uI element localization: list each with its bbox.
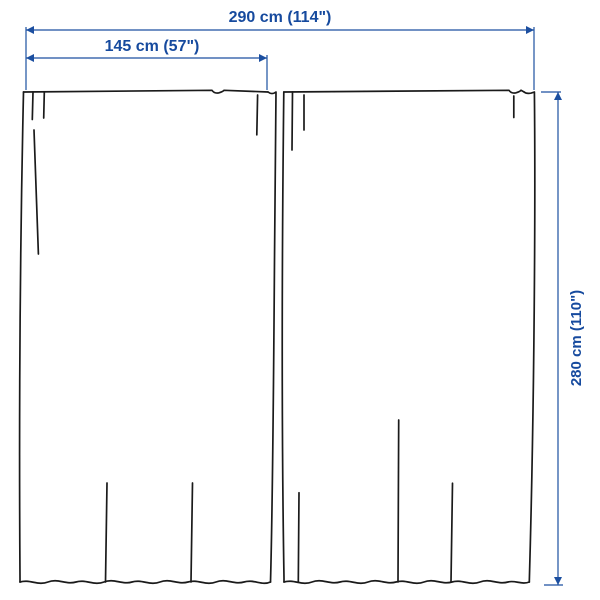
svg-text:145 cm (57"): 145 cm (57") — [105, 38, 200, 55]
svg-text:280 cm (110"): 280 cm (110") — [568, 290, 585, 386]
svg-text:290 cm (114"): 290 cm (114") — [229, 9, 332, 26]
